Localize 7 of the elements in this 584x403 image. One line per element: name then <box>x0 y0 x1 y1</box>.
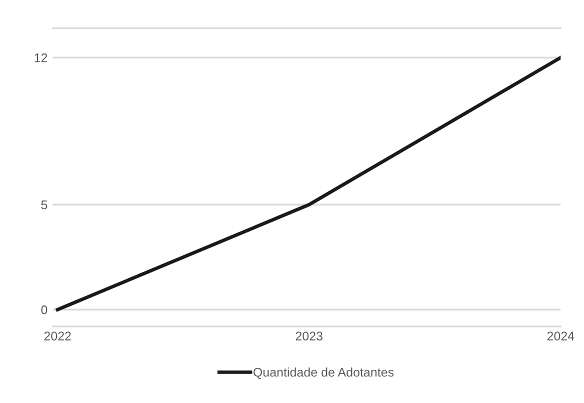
legend-label: Quantidade de Adotantes <box>254 368 394 379</box>
y-tick-label: 0 <box>41 305 48 314</box>
x-tick-label: 2023 <box>296 332 322 340</box>
y-tick-label: 12 <box>34 53 48 62</box>
x-tick-label: 2022 <box>44 332 71 340</box>
x-tick-label: 2024 <box>547 332 574 340</box>
y-tick-label: 5 <box>41 200 48 210</box>
